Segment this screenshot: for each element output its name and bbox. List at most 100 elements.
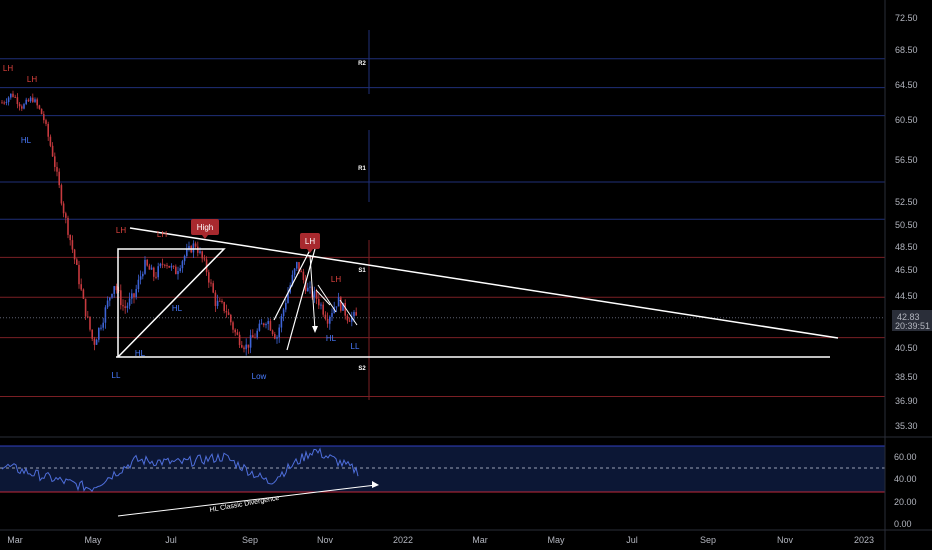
candle-body — [225, 310, 228, 313]
candle-body — [320, 304, 322, 306]
time-tick-label: 2023 — [854, 535, 874, 545]
candle-body — [318, 298, 320, 306]
time-axis[interactable]: Mar May Jul Sep Nov 2022 Mar May Jul Sep Nov 2023 — [7, 535, 874, 545]
pattern-label: HL — [326, 334, 337, 343]
candle-body — [25, 99, 27, 105]
candle-body — [263, 323, 265, 326]
pattern-tag-box — [300, 233, 320, 249]
candle-body — [27, 99, 30, 102]
candle-body — [10, 93, 12, 98]
candle-body — [102, 322, 104, 328]
time-tick-label: May — [547, 535, 565, 545]
candle-body — [128, 298, 131, 306]
candle-body — [168, 265, 170, 268]
candle-body — [80, 284, 82, 290]
channel-line-a[interactable] — [273, 249, 311, 321]
candle-body — [104, 307, 107, 323]
candle-body — [166, 265, 168, 267]
candle-body — [87, 316, 89, 318]
price-tick-label: 64.50 — [895, 80, 918, 90]
candle-body — [247, 344, 250, 348]
candle-body — [1, 102, 3, 104]
candle-body — [135, 289, 137, 297]
candle-body — [203, 258, 206, 260]
candle-body — [14, 96, 16, 98]
price-tick-label: 44.50 — [895, 291, 918, 301]
candle-body — [252, 335, 254, 338]
candle-body — [95, 339, 98, 345]
candle-body — [331, 313, 333, 317]
pattern-tag-label: LH — [305, 237, 315, 246]
candle-body — [346, 315, 349, 321]
candle-body — [133, 293, 135, 297]
candle-body — [142, 273, 144, 277]
time-tick-label: Sep — [242, 535, 258, 545]
candle-body — [161, 263, 164, 265]
rsi-tick-label: 40.00 — [894, 474, 917, 484]
candle-body — [131, 293, 133, 299]
candle-body — [47, 123, 49, 137]
candle-body — [137, 279, 140, 290]
candle-body — [124, 306, 126, 309]
candle-body — [45, 120, 47, 124]
triangle-pattern[interactable] — [117, 248, 226, 358]
candle-body — [238, 334, 241, 346]
price-tick-label: 52.50 — [895, 197, 918, 207]
candle-body — [243, 347, 245, 350]
candle-body — [172, 265, 175, 267]
candle-body — [153, 267, 155, 277]
candle-body — [91, 329, 93, 339]
rsi-scale[interactable]: 60.00 40.00 20.00 0.00 — [894, 452, 917, 529]
price-tick-label: 36.90 — [895, 396, 918, 406]
price-tick-label: 50.50 — [895, 220, 918, 230]
projection-arrow-4[interactable] — [339, 299, 358, 326]
candle-body — [216, 300, 219, 306]
price-tick-label: 72.50 — [895, 13, 918, 23]
pivot-lines — [0, 30, 885, 400]
projection-arrow-3[interactable] — [317, 284, 337, 313]
candle-body — [271, 330, 274, 335]
time-tick-label: Sep — [700, 535, 716, 545]
candle-body — [194, 243, 197, 247]
candle-body — [98, 327, 100, 340]
divergence-line[interactable] — [117, 484, 377, 517]
pattern-label: LH — [27, 75, 37, 84]
candle-body — [201, 251, 203, 259]
candle-body — [78, 264, 80, 285]
pattern-label: LL — [351, 342, 360, 351]
candle-body — [164, 264, 166, 266]
price-tick-label: 35.30 — [895, 421, 918, 431]
candle-body — [21, 106, 23, 109]
price-tick-label: 60.50 — [895, 115, 918, 125]
pattern-tags: High LH — [191, 219, 320, 253]
candle-body — [56, 166, 58, 172]
time-tick-label: 2022 — [393, 535, 413, 545]
rsi-tick-label: 60.00 — [894, 452, 917, 462]
candle-body — [260, 323, 263, 325]
descending-trendline[interactable] — [129, 227, 839, 339]
projection-arrow-1[interactable] — [309, 254, 316, 331]
candle-body — [300, 271, 302, 273]
candle-body — [32, 97, 34, 102]
candle-body — [36, 99, 38, 106]
candle-body — [212, 283, 214, 293]
price-scale[interactable]: 72.50 68.50 64.50 60.50 56.50 52.50 50.50 48.50… — [895, 13, 918, 431]
pattern-tag-label: High — [197, 223, 213, 232]
drawings — [116, 227, 839, 517]
pattern-tag-pointer — [307, 249, 313, 253]
candle-body — [82, 289, 85, 299]
rsi-line — [1, 447, 359, 493]
projection-arrow-2[interactable] — [315, 289, 331, 306]
candle-body — [84, 298, 87, 317]
candle-body — [282, 309, 285, 317]
price-tick-label: 40.50 — [895, 343, 918, 353]
candle-body — [342, 302, 344, 311]
rsi-tick-label: 0.00 — [894, 519, 912, 529]
channel-line-b[interactable] — [286, 237, 319, 351]
candle-body — [210, 282, 212, 284]
candle-body — [40, 108, 43, 115]
candle-body — [199, 251, 201, 253]
candle-body — [241, 345, 243, 348]
candle-body — [307, 287, 309, 292]
time-tick-label: Mar — [7, 535, 23, 545]
